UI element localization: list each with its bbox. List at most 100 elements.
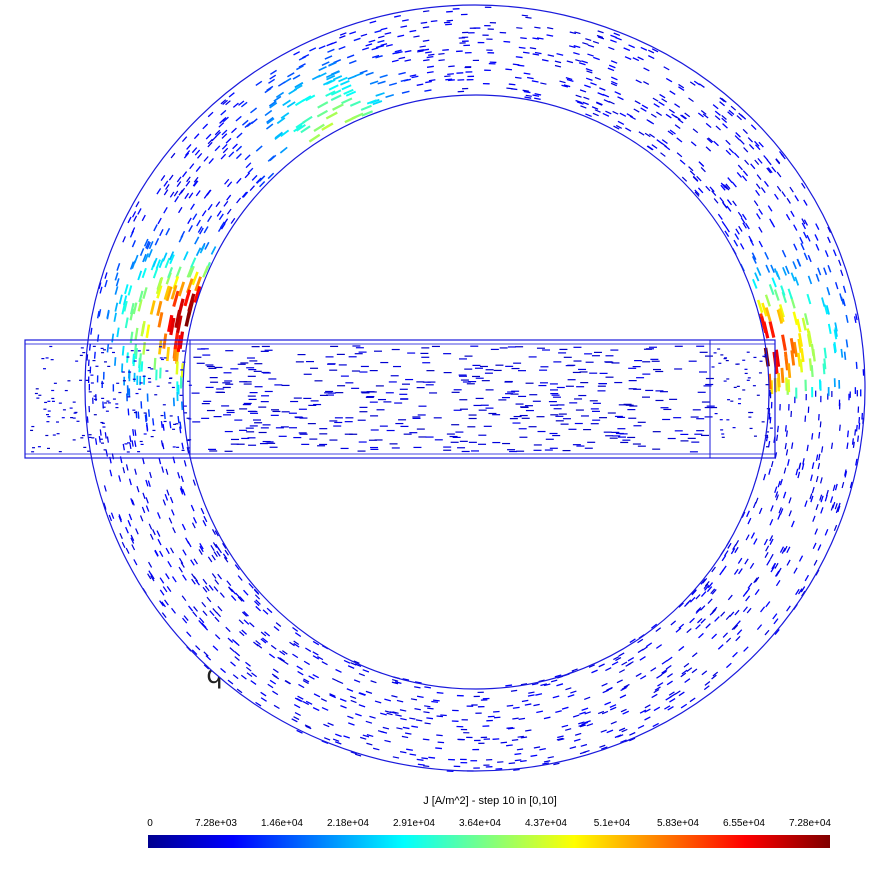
field-arrow: [330, 94, 342, 102]
field-arrow: [522, 89, 529, 92]
field-arrow: [573, 52, 580, 56]
field-arrow: [132, 302, 138, 315]
field-arrow: [717, 644, 724, 650]
field-arrow: [539, 748, 546, 751]
field-arrow: [375, 44, 383, 49]
field-arrow: [557, 735, 564, 739]
field-arrow: [661, 668, 668, 674]
field-arrow: [680, 672, 687, 678]
field-arrow: [700, 605, 706, 611]
field-arrow: [536, 37, 544, 40]
field-arrow: [370, 680, 377, 684]
field-arrow: [641, 104, 649, 109]
field-arrow: [369, 20, 377, 24]
field-arrow: [177, 281, 186, 297]
field-arrow: [724, 184, 730, 191]
field-arrow: [309, 47, 317, 52]
field-arrow: [108, 514, 113, 522]
field-arrow: [770, 264, 776, 273]
field-arrow: [157, 276, 164, 290]
field-arrow: [317, 656, 324, 661]
field-arrow: [269, 102, 278, 109]
field-arrow: [508, 83, 516, 86]
field-arrow: [328, 61, 337, 67]
field-arrow: [830, 442, 834, 449]
field-arrow: [575, 99, 582, 104]
field-arrow: [255, 80, 263, 87]
inner-circle: [182, 94, 770, 690]
field-arrow: [402, 726, 410, 730]
field-arrow: [243, 610, 249, 617]
field-arrow: [585, 68, 593, 72]
field-arrow: [660, 152, 666, 157]
field-arrow: [844, 470, 848, 478]
field-arrow: [141, 267, 147, 279]
field-arrow: [153, 357, 157, 370]
field-arrow: [740, 217, 746, 224]
field-arrow: [792, 341, 798, 358]
field-arrow: [834, 503, 838, 510]
field-arrow: [205, 189, 211, 197]
field-arrow: [834, 327, 838, 337]
field-arrow: [174, 195, 180, 203]
field-arrow: [273, 626, 280, 632]
field-arrow: [414, 686, 421, 689]
field-arrow: [269, 74, 277, 80]
field-arrow: [169, 191, 175, 198]
field-arrow: [298, 63, 306, 68]
field-arrow: [245, 162, 252, 169]
field-arrow: [745, 222, 750, 230]
field-arrow: [435, 747, 443, 750]
field-arrow: [666, 656, 673, 662]
field-arrow: [572, 714, 580, 718]
field-arrow: [606, 686, 613, 691]
field-arrow: [516, 748, 524, 751]
field-arrow: [617, 96, 624, 101]
field-arrow: [296, 697, 303, 703]
field-arrow: [321, 122, 334, 131]
field-arrow: [193, 176, 199, 183]
field-arrow: [343, 659, 351, 664]
field-arrow: [327, 48, 335, 53]
field-arrow: [811, 486, 815, 494]
field-arrow: [628, 44, 635, 49]
field-arrow: [844, 469, 847, 476]
field-arrow: [791, 442, 794, 449]
field-arrow: [511, 739, 519, 742]
field-arrow: [193, 285, 202, 303]
field-arrow: [547, 27, 554, 30]
field-arrow: [780, 153, 786, 160]
field-arrow: [611, 80, 618, 85]
field-arrow: [752, 278, 758, 289]
field-arrow: [774, 562, 779, 569]
field-arrow: [245, 661, 251, 667]
field-arrow: [159, 577, 165, 584]
field-arrow: [149, 533, 154, 540]
field-arrow: [346, 688, 354, 692]
field-arrow: [201, 210, 207, 217]
field-arrow: [430, 20, 438, 23]
field-arrow: [592, 40, 600, 44]
field-arrow: [242, 191, 249, 198]
field-arrow: [736, 171, 742, 178]
field-arrow: [283, 77, 292, 84]
field-arrow: [208, 584, 214, 591]
field-arrow: [166, 585, 172, 593]
field-arrow: [600, 729, 607, 733]
field-arrow: [168, 517, 173, 524]
field-arrow: [191, 573, 196, 579]
field-arrow: [335, 733, 342, 738]
field-arrow: [744, 159, 750, 166]
field-arrow: [725, 614, 731, 621]
field-arrow: [506, 726, 514, 729]
field-arrow: [147, 573, 152, 580]
field-arrow: [646, 145, 653, 151]
field-arrow: [392, 711, 399, 714]
field-arrow: [272, 668, 279, 674]
field-arrow: [217, 573, 223, 580]
field-arrow: [148, 523, 153, 530]
field-arrow: [294, 98, 305, 107]
field-arrow: [801, 590, 806, 597]
field-arrow: [592, 112, 599, 117]
field-arrow: [168, 251, 175, 261]
